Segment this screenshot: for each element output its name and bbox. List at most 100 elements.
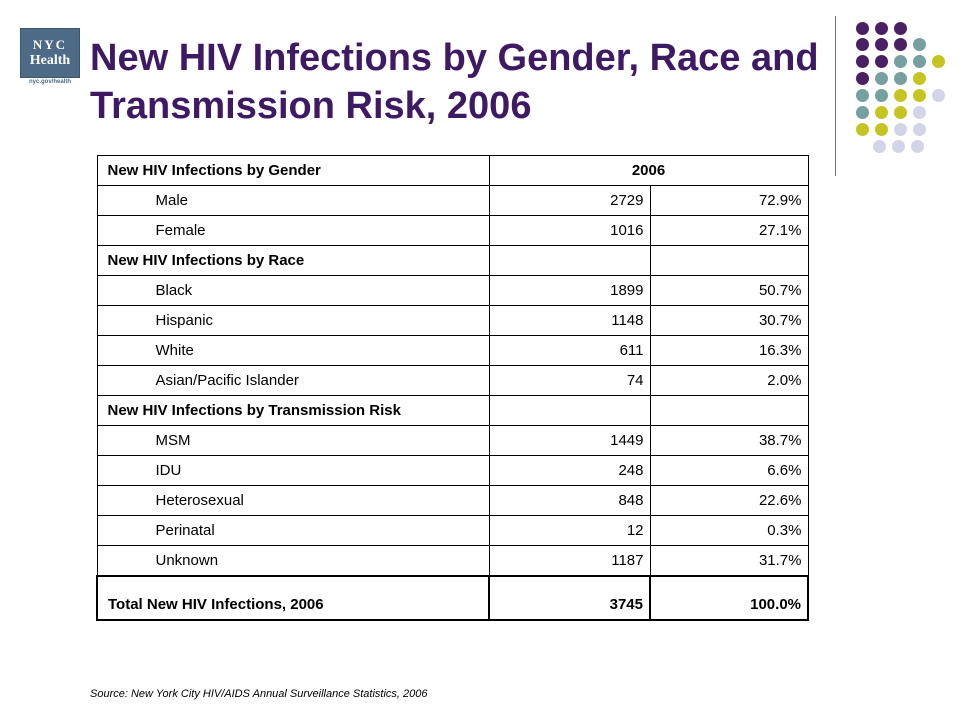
decorative-dot (873, 140, 886, 153)
table-row: MSM 1449 38.7% (96, 425, 809, 456)
logo-box: NYC Health (20, 28, 80, 78)
table-row: Asian/Pacific Islander 74 2.0% (96, 365, 809, 396)
row-label: Asian/Pacific Islander (96, 365, 490, 396)
logo-nyc-text: NYC (32, 36, 68, 52)
table-row: Hispanic 1148 30.7% (96, 305, 809, 336)
row-count (488, 395, 651, 426)
total-row: Total New HIV Infections, 2006 3745 100.… (96, 574, 809, 621)
decorative-dot (894, 72, 907, 85)
section-row: New HIV Infections by Race (96, 245, 809, 276)
nyc-health-logo: NYC Health nyc.gov/health (20, 28, 80, 90)
table-row: White 611 16.3% (96, 335, 809, 366)
row-label: Perinatal (96, 515, 490, 546)
row-count: 1148 (488, 305, 651, 336)
header-label: New HIV Infections by Gender (96, 155, 490, 186)
total-label: Total New HIV Infections, 2006 (96, 574, 490, 621)
decorative-dot (856, 22, 869, 35)
row-percent: 72.9% (649, 185, 809, 216)
row-percent: 2.0% (649, 365, 809, 396)
table-row: Unknown 1187 31.7% (96, 545, 809, 576)
row-label: IDU (96, 455, 490, 486)
decorative-dot (875, 72, 888, 85)
row-percent: 0.3% (649, 515, 809, 546)
row-percent: 50.7% (649, 275, 809, 306)
row-count (488, 245, 651, 276)
row-label: White (96, 335, 490, 366)
row-label: Male (96, 185, 490, 216)
row-count: 1449 (488, 425, 651, 456)
row-count: 248 (488, 455, 651, 486)
section-label: New HIV Infections by Transmission Risk (96, 395, 490, 426)
row-percent (649, 245, 809, 276)
row-percent: 30.7% (649, 305, 809, 336)
row-count: 1016 (488, 215, 651, 246)
decorative-dot (932, 55, 945, 68)
decorative-divider (835, 16, 836, 176)
logo-health-text: Health (29, 52, 71, 68)
row-label: Black (96, 275, 490, 306)
row-percent: 38.7% (649, 425, 809, 456)
row-label: Heterosexual (96, 485, 490, 516)
row-percent: 31.7% (649, 545, 809, 576)
decorative-dot (856, 55, 869, 68)
row-label: Hispanic (96, 305, 490, 336)
logo-url-text: nyc.gov/health (28, 79, 71, 85)
decorative-dot (913, 55, 926, 68)
decorative-dot (913, 72, 926, 85)
row-percent: 22.6% (649, 485, 809, 516)
row-percent: 6.6% (649, 455, 809, 486)
decorative-dot (911, 140, 924, 153)
row-count: 611 (488, 335, 651, 366)
row-label: Female (96, 215, 490, 246)
row-label: MSM (96, 425, 490, 456)
decorative-dot (913, 106, 926, 119)
decorative-dot (894, 106, 907, 119)
decorative-dot (913, 38, 926, 51)
source-note: Source: New York City HIV/AIDS Annual Su… (90, 688, 428, 700)
decorative-dot (875, 123, 888, 136)
row-count: 74 (488, 365, 651, 396)
table-row: IDU 248 6.6% (96, 455, 809, 486)
row-percent: 27.1% (649, 215, 809, 246)
hiv-infections-table: New HIV Infections by Gender 2006 Male 2… (96, 155, 809, 621)
decorative-dot (894, 123, 907, 136)
total-percent: 100.0% (649, 574, 809, 621)
decorative-dot (892, 140, 905, 153)
decorative-dot (894, 55, 907, 68)
total-count: 3745 (488, 574, 651, 621)
row-count: 848 (488, 485, 651, 516)
table-row: Black 1899 50.7% (96, 275, 809, 306)
decorative-dot (856, 106, 869, 119)
table-row: Male 2729 72.9% (96, 185, 809, 216)
table-row: Heterosexual 848 22.6% (96, 485, 809, 516)
row-count: 12 (488, 515, 651, 546)
section-row: New HIV Infections by Transmission Risk (96, 395, 809, 426)
decorative-dot (856, 72, 869, 85)
section-label: New HIV Infections by Race (96, 245, 490, 276)
row-count: 2729 (488, 185, 651, 216)
decorative-dot (894, 38, 907, 51)
decorative-dot (875, 106, 888, 119)
decorative-dot (875, 55, 888, 68)
row-count: 1187 (488, 545, 651, 576)
header-year: 2006 (488, 155, 809, 186)
decorative-dot (856, 123, 869, 136)
table-row: Female 1016 27.1% (96, 215, 809, 246)
slide-title: New HIV Infections by Gender, Race and T… (90, 37, 819, 127)
decorative-dot (913, 123, 926, 136)
row-percent (649, 395, 809, 426)
table-row: Perinatal 12 0.3% (96, 515, 809, 546)
decorative-dot (856, 89, 869, 102)
decorative-dot (894, 89, 907, 102)
table-header-row: New HIV Infections by Gender 2006 (96, 155, 809, 186)
row-count: 1899 (488, 275, 651, 306)
row-label: Unknown (96, 545, 490, 576)
decorative-dot (932, 89, 945, 102)
decorative-dot (894, 22, 907, 35)
decorative-dot (913, 89, 926, 102)
decorative-dot (875, 89, 888, 102)
row-percent: 16.3% (649, 335, 809, 366)
decorative-dot (875, 38, 888, 51)
decorative-dot (856, 38, 869, 51)
decorative-dot (875, 22, 888, 35)
